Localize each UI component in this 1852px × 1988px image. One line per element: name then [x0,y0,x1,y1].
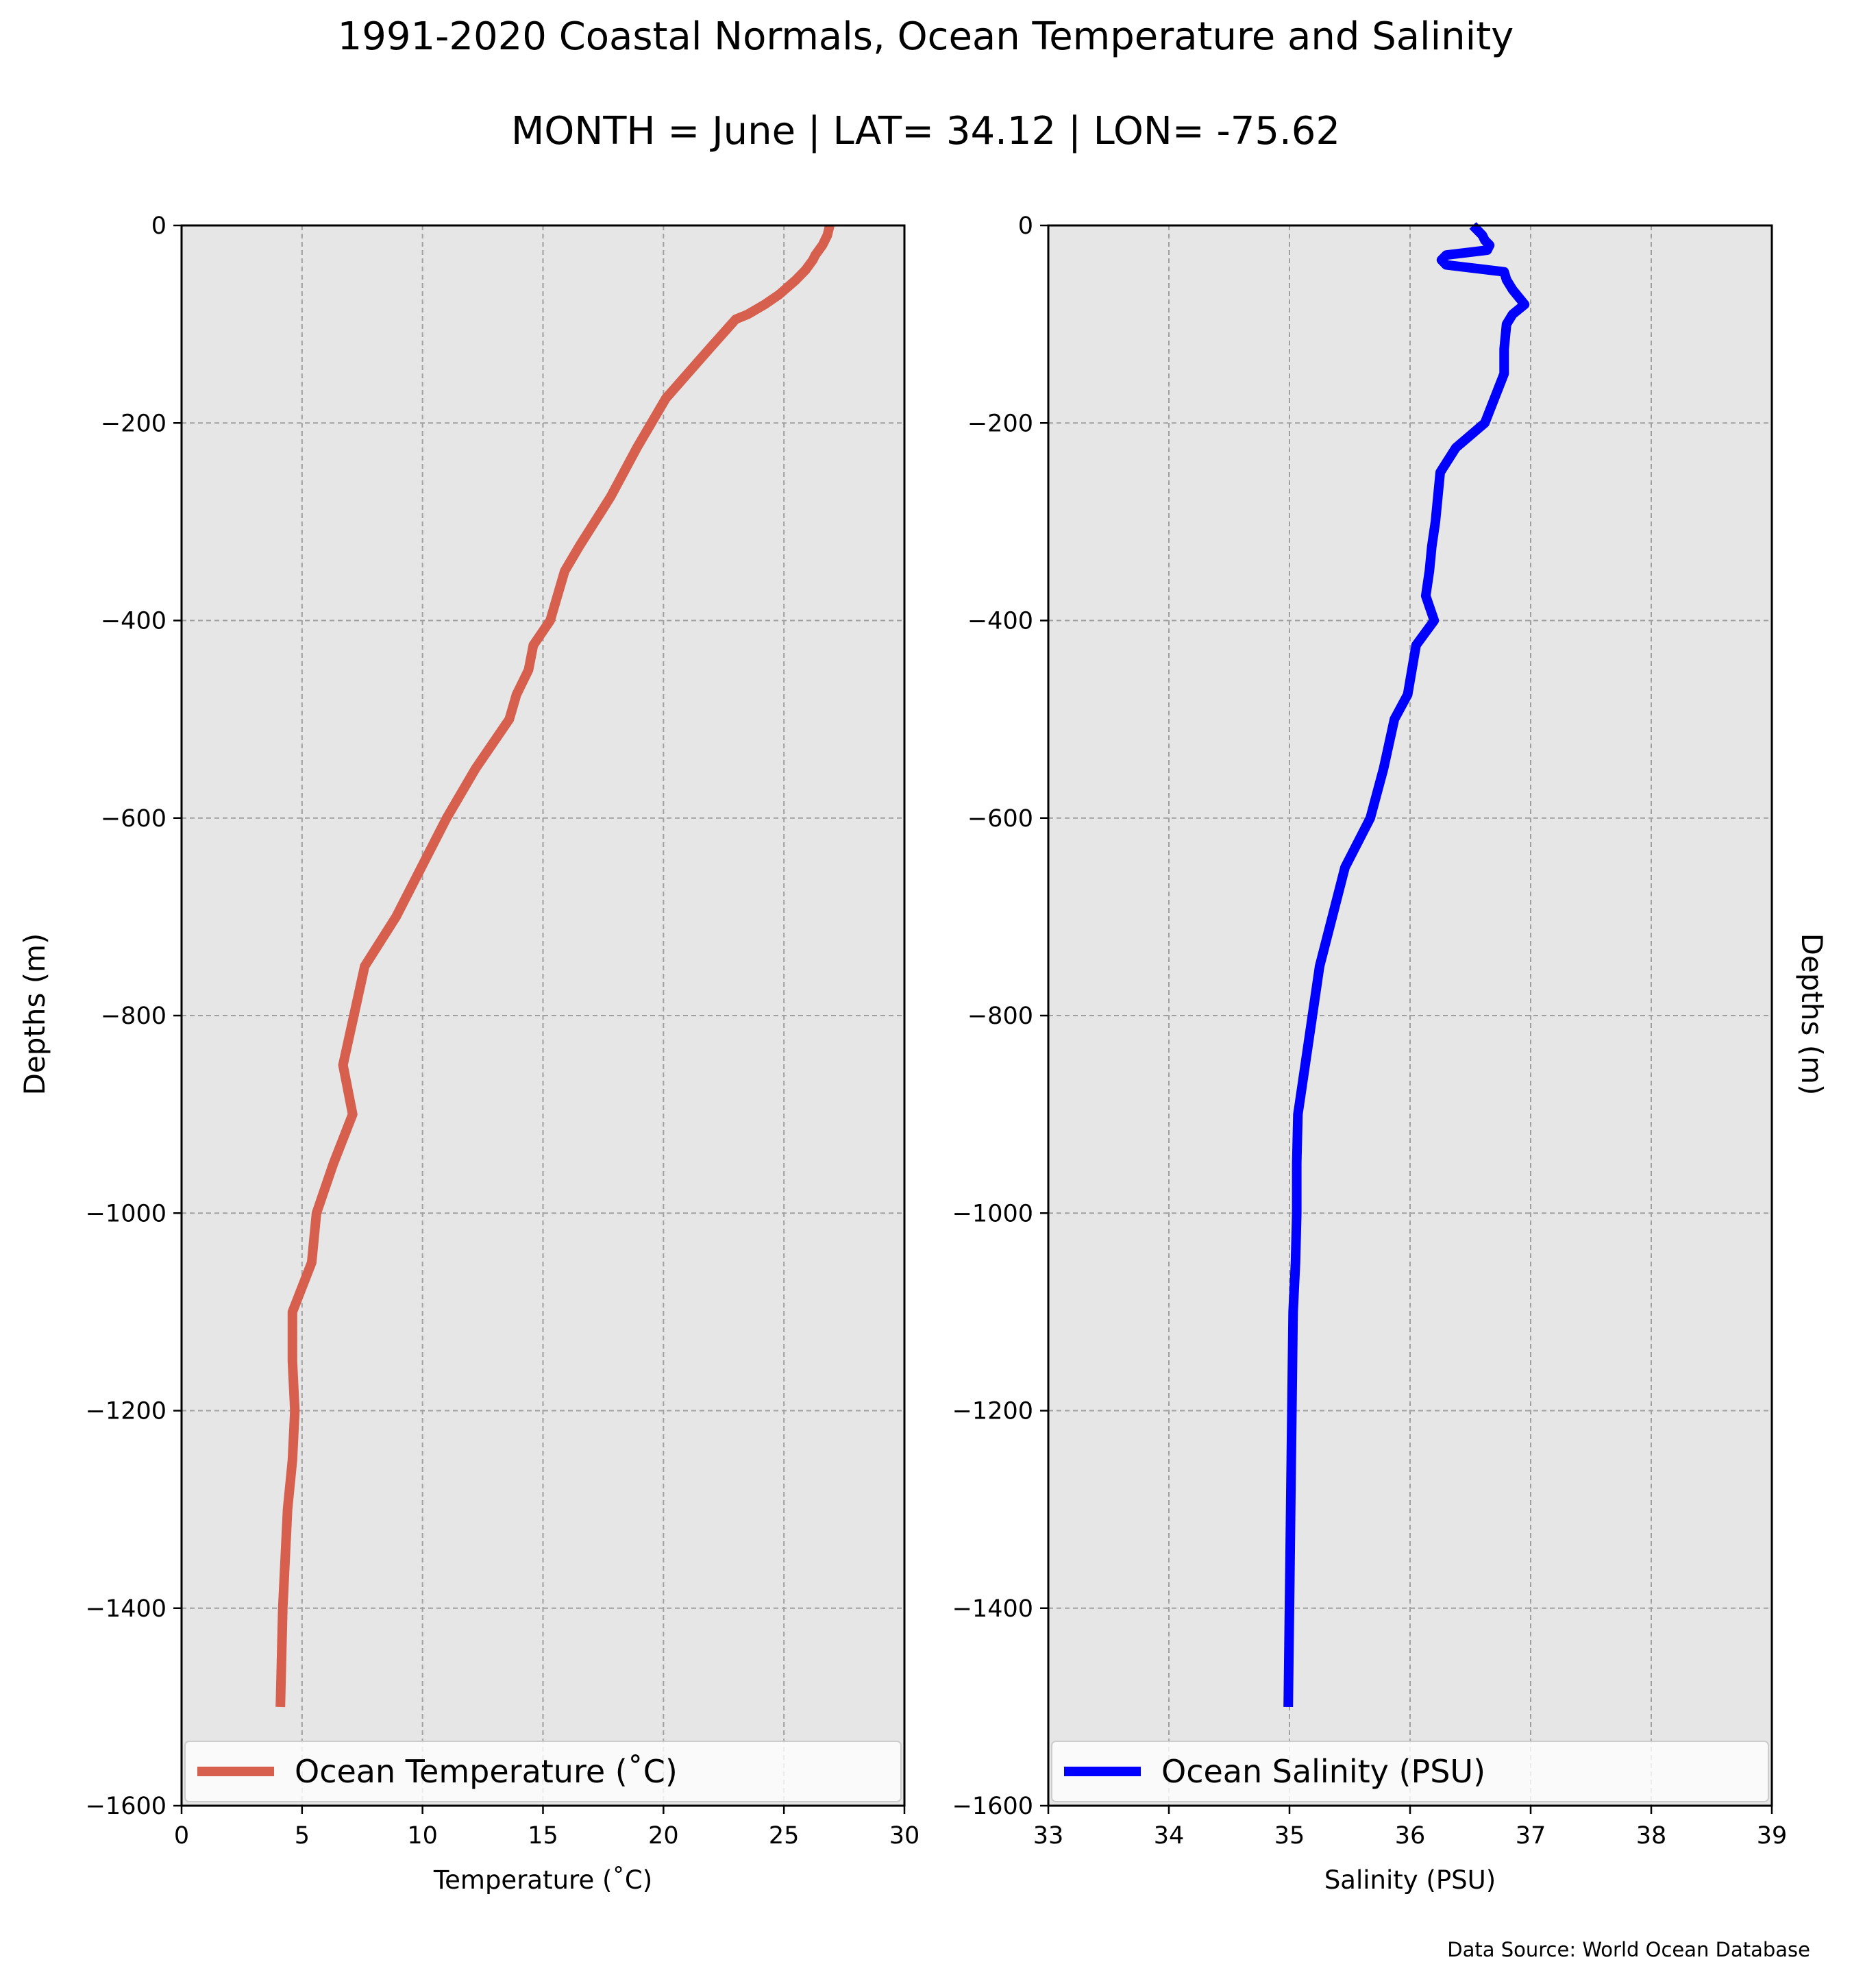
salinity-x-tick-label: 33 [1033,1822,1064,1850]
salinity-y-tick-label: −1600 [952,1793,1033,1820]
salinity-y-tick-label: −400 [967,608,1033,635]
temperature-y-tick-label: −200 [101,410,166,437]
temperature-y-tick-label: −1200 [86,1398,166,1425]
temperature-legend-box [184,1741,902,1802]
salinity-y-tick-label: −800 [967,1003,1033,1030]
temperature-x-tick-label: 20 [648,1822,679,1850]
salinity-y-tick-label: −1200 [952,1398,1033,1425]
temperature-y-tick-label: −800 [101,1003,166,1030]
salinity-x-axis-label: Salinity (PSU) [1324,1865,1496,1895]
salinity-x-tick-label: 35 [1274,1822,1305,1850]
salinity-series-line [1283,222,1530,1707]
temperature-y-tick-label: −1400 [86,1595,166,1623]
salinity-x-tick-label: 34 [1154,1822,1185,1850]
data-source-note: Data Source: World Ocean Database [1447,1938,1810,1961]
figure-title: 1991-2020 Coastal Normals, Ocean Tempera… [338,14,1514,59]
figure-subtitle: MONTH = June | LAT= 34.12 | LON= -75.62 [511,109,1340,154]
salinity-y-tick-label: −600 [967,805,1033,833]
temperature-x-tick-label: 10 [407,1822,438,1850]
temperature-x-tick-label: 25 [769,1822,800,1850]
temperature-panel: Ocean Temperature (˚C) 0 5 10 15 20 25 30 0 −200 −… [18,212,919,1895]
temperature-series-line [275,224,835,1708]
salinity-x-tick-label: 39 [1757,1822,1788,1850]
temperature-x-tick-label: 0 [174,1822,189,1850]
salinity-y-tick-label: −1000 [952,1200,1033,1227]
salinity-legend-box [1051,1741,1769,1802]
salinity-x-tick-label: 37 [1516,1822,1546,1850]
salinity-y-tick-label: −200 [967,410,1033,437]
temperature-y-tick-label: −1000 [86,1200,166,1227]
right-y-axis-label: Depths (m) [1795,933,1829,1096]
salinity-panel: Ocean Salinity (PSU) 33 34 35 36 37 38 39 0 −200 −… [952,212,1788,1895]
temperature-y-tick-label: −600 [101,805,166,833]
temperature-y-tick-label: −1600 [86,1793,166,1820]
temperature-x-tick-label: 5 [295,1822,310,1850]
salinity-x-tick-label: 38 [1636,1822,1667,1850]
temperature-y-tick-label: 0 [151,212,166,240]
temperature-legend-label: Ocean Temperature (˚C) [295,1753,678,1790]
salinity-legend-label: Ocean Salinity (PSU) [1161,1753,1485,1790]
temperature-x-tick-label: 15 [528,1822,558,1850]
temperature-y-axis-label: Depths (m) [18,933,51,1096]
temperature-y-tick-label: −400 [101,608,166,635]
salinity-y-tick-label: 0 [1018,212,1033,240]
salinity-x-tick-label: 36 [1395,1822,1426,1850]
temperature-x-axis-label: Temperature (˚C) [433,1865,652,1895]
salinity-y-tick-label: −1400 [952,1595,1033,1623]
temperature-x-tick-label: 30 [889,1822,920,1850]
